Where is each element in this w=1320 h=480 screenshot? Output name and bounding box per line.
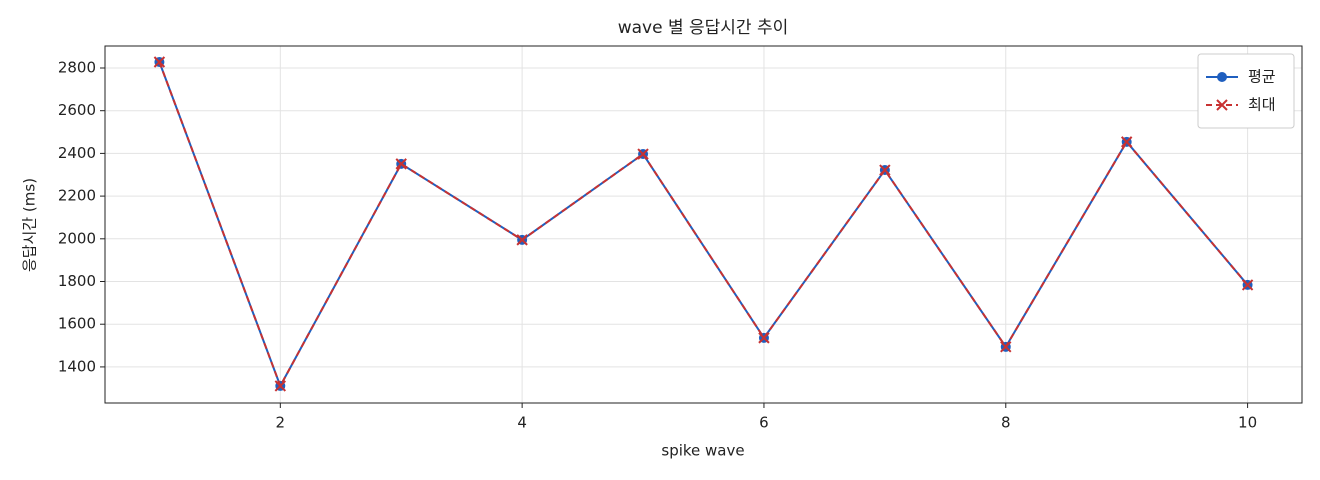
- marker: [1120, 136, 1133, 148]
- x-tick-label: 6: [759, 414, 769, 432]
- y-tick-label: 1400: [58, 357, 96, 375]
- legend-box: [1197, 53, 1295, 129]
- plot-frame: [104, 45, 1303, 404]
- marker: [637, 148, 649, 160]
- marker: [274, 380, 287, 392]
- legend-label: 최대: [1248, 96, 1276, 114]
- legend-label: 평균: [1248, 68, 1276, 86]
- x-tick-label: 8: [1001, 414, 1011, 432]
- marker: [1000, 341, 1012, 353]
- marker: [395, 158, 407, 170]
- x-tick-label: 2: [276, 414, 286, 432]
- y-tick-label: 2400: [58, 144, 96, 162]
- y-tick-label: 1600: [58, 315, 96, 333]
- marker: [1241, 279, 1254, 291]
- y-axis-label: 응답시간 (ms): [21, 178, 39, 272]
- marker: [879, 164, 891, 176]
- x-tick-label: 4: [517, 414, 527, 432]
- y-tick-label: 2600: [58, 101, 96, 119]
- x-tick-label: 10: [1238, 414, 1257, 432]
- marker: [153, 56, 166, 68]
- x-axis-label: spike wave: [661, 442, 744, 460]
- y-tick-label: 2800: [58, 58, 96, 76]
- y-tick-label: 1800: [58, 272, 96, 290]
- legend-marker: [1216, 99, 1228, 111]
- marker: [758, 332, 770, 344]
- marker: [516, 234, 528, 246]
- legend-marker: [1217, 72, 1227, 82]
- chart-title: wave 별 응답시간 추이: [618, 18, 789, 38]
- y-tick-label: 2000: [58, 229, 96, 247]
- y-tick-label: 2200: [58, 187, 96, 205]
- series-line: [158, 61, 1249, 389]
